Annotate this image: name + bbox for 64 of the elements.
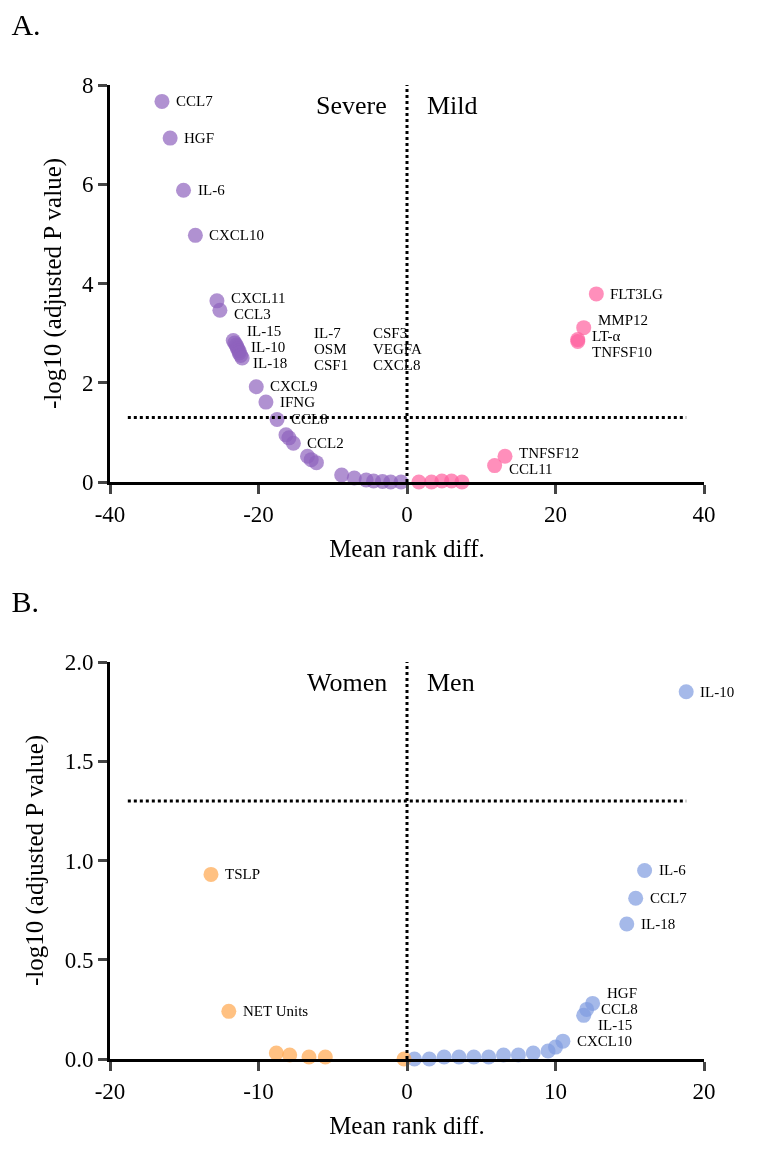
annotation: VEGFA — [373, 341, 423, 357]
y-tick-label: 4 — [81, 271, 94, 297]
x-tick-label: 20 — [692, 1078, 716, 1104]
annotation: CXCL8 — [373, 357, 421, 373]
x-tick-label: 20 — [544, 501, 567, 527]
annotation: MMP12 — [598, 312, 649, 328]
annotation: LT-α — [592, 328, 621, 344]
annotation: IL-15 — [598, 1017, 633, 1033]
chart-title: B. — [11, 585, 39, 619]
annotation: TNFSF10 — [592, 344, 653, 360]
annotation: IL-7 — [314, 325, 342, 341]
y-tick-label: 1.0 — [64, 848, 94, 874]
annotation: CXCL10 — [209, 227, 265, 243]
annotation: Severe — [316, 91, 387, 120]
annotation: CSF3 — [373, 325, 408, 341]
annotation: IL-6 — [198, 182, 226, 198]
annotation: OSM — [314, 341, 347, 357]
annotation: CCL2 — [307, 435, 344, 451]
annotation: CXCL10 — [577, 1033, 633, 1049]
annotation: Women — [307, 668, 388, 697]
annotation: Men — [427, 668, 475, 697]
annotation: Mild — [427, 91, 478, 120]
x-axis-title: Mean rank diff. — [329, 1111, 485, 1139]
y-tick-label: 0.0 — [64, 1047, 94, 1073]
annotation: IL-10 — [700, 684, 735, 700]
x-tick-label: 10 — [544, 1078, 567, 1104]
annotation: IFNG — [280, 394, 316, 410]
annotation: TNFSF12 — [519, 445, 580, 461]
x-tick-label: -40 — [94, 501, 126, 527]
x-tick-label: -20 — [243, 501, 274, 527]
y-axis-title: -log10 (adjusted P value) — [38, 157, 67, 410]
annotation: IL-10 — [251, 339, 286, 355]
x-axis-title: Mean rank diff. — [329, 534, 485, 562]
annotation: CXCL11 — [231, 290, 286, 306]
y-tick-label: 2.0 — [64, 650, 94, 676]
annotation: CCL3 — [234, 306, 271, 322]
annotation: HGF — [607, 985, 638, 1001]
y-tick-label: 6 — [81, 172, 94, 198]
annotation: CSF1 — [314, 357, 349, 373]
x-tick-label: 0 — [401, 1078, 413, 1104]
y-tick-label: 0.5 — [64, 947, 94, 973]
x-tick-label: -20 — [94, 1078, 126, 1104]
y-tick-label: 1.5 — [64, 749, 94, 775]
annotation: IL-6 — [659, 862, 687, 878]
annotation: IL-18 — [641, 916, 676, 932]
y-tick-label: 0 — [81, 470, 94, 496]
annotation: CXCL9 — [270, 378, 318, 394]
annotation: NET Units — [243, 1003, 309, 1019]
annotation: TSLP — [225, 866, 261, 882]
x-tick-label: 40 — [692, 501, 716, 527]
x-tick-label: 0 — [401, 501, 413, 527]
y-tick-label: 8 — [81, 73, 94, 99]
annotation: CCL7 — [650, 890, 688, 906]
annotation: CCL8 — [601, 1001, 638, 1017]
y-axis-title: -log10 (adjusted P value) — [21, 734, 50, 987]
annotation: IL-15 — [247, 323, 282, 339]
annotation: CCL7 — [176, 93, 214, 109]
chart-title: A. — [11, 8, 41, 42]
x-tick-label: -10 — [243, 1078, 274, 1104]
annotation: HGF — [184, 130, 215, 146]
annotation: FLT3LG — [610, 286, 663, 302]
annotation: IL-18 — [253, 355, 288, 371]
y-tick-label: 2 — [81, 370, 94, 396]
annotation: CCL11 — [509, 461, 553, 477]
